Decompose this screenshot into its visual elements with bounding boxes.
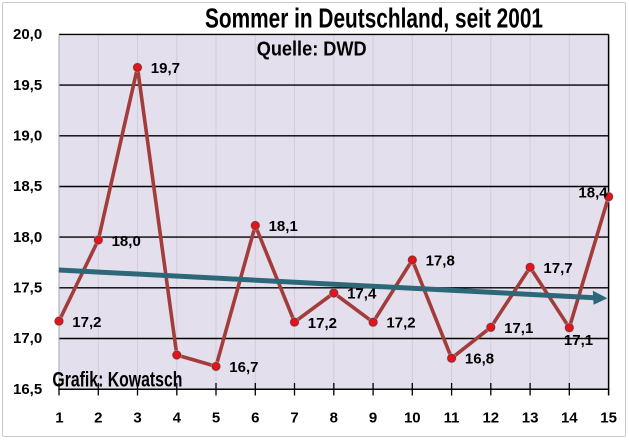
svg-text:7: 7: [290, 410, 298, 427]
svg-text:4: 4: [173, 410, 182, 427]
svg-text:17,0: 17,0: [13, 330, 42, 347]
svg-text:1: 1: [55, 410, 63, 427]
svg-text:18,1: 18,1: [269, 218, 298, 235]
svg-text:3: 3: [133, 410, 141, 427]
svg-text:5: 5: [212, 410, 220, 427]
svg-text:Sommer in Deutschland, seit 20: Sommer in Deutschland, seit 2001: [205, 2, 543, 33]
svg-text:19,7: 19,7: [151, 60, 180, 77]
svg-text:17,5: 17,5: [13, 280, 42, 297]
svg-text:16,5: 16,5: [13, 381, 42, 398]
svg-text:17,2: 17,2: [308, 315, 337, 332]
svg-text:10: 10: [404, 410, 421, 427]
svg-text:18,0: 18,0: [112, 233, 141, 250]
svg-text:6: 6: [251, 410, 259, 427]
svg-text:17,4: 17,4: [347, 286, 377, 303]
svg-text:16,7: 16,7: [229, 359, 258, 376]
svg-text:15: 15: [600, 410, 617, 427]
svg-text:Grafik: Kowatsch: Grafik: Kowatsch: [52, 367, 182, 391]
svg-text:17,1: 17,1: [564, 332, 593, 349]
svg-text:2: 2: [94, 410, 102, 427]
svg-text:18,4: 18,4: [578, 185, 608, 202]
svg-text:12: 12: [482, 410, 499, 427]
svg-text:8: 8: [330, 410, 338, 427]
svg-text:18,0: 18,0: [13, 229, 42, 246]
svg-text:9: 9: [369, 410, 377, 427]
svg-text:16,8: 16,8: [465, 351, 494, 368]
svg-text:19,5: 19,5: [13, 77, 42, 94]
svg-text:17,1: 17,1: [504, 320, 533, 337]
svg-text:11: 11: [444, 410, 460, 427]
svg-text:17,8: 17,8: [426, 253, 455, 270]
svg-text:14: 14: [561, 410, 578, 427]
svg-text:17,2: 17,2: [72, 314, 101, 331]
svg-text:19,0: 19,0: [13, 128, 42, 145]
svg-text:17,2: 17,2: [386, 315, 415, 332]
svg-text:17,7: 17,7: [543, 260, 572, 277]
svg-text:13: 13: [522, 410, 539, 427]
svg-text:20,0: 20,0: [13, 26, 42, 43]
svg-text:18,5: 18,5: [13, 178, 42, 195]
svg-text:Quelle: DWD: Quelle: DWD: [257, 37, 367, 60]
